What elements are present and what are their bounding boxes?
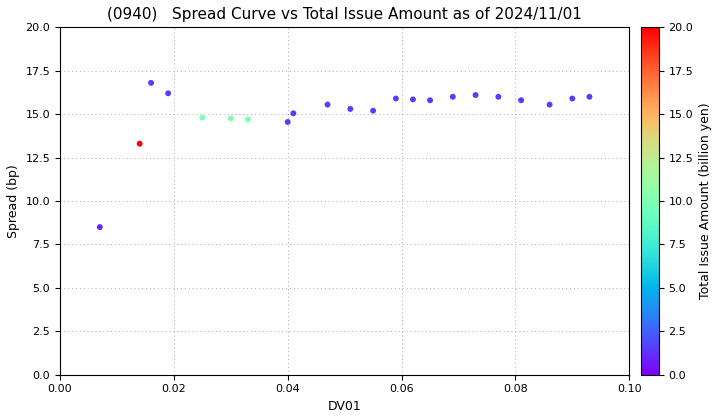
Point	[367, 108, 379, 114]
Y-axis label: Total Issue Amount (billion yen): Total Issue Amount (billion yen)	[699, 103, 712, 299]
Point	[145, 79, 157, 86]
X-axis label: DV01: DV01	[328, 400, 361, 413]
Point	[345, 105, 356, 112]
Point	[225, 115, 237, 122]
Point	[242, 116, 253, 123]
Point	[470, 92, 482, 98]
Point	[424, 97, 436, 104]
Point	[94, 224, 106, 231]
Point	[544, 101, 555, 108]
Point	[322, 101, 333, 108]
Point	[287, 110, 299, 117]
Point	[134, 140, 145, 147]
Point	[584, 93, 595, 100]
Point	[390, 95, 402, 102]
Point	[282, 118, 294, 125]
Y-axis label: Spread (bp): Spread (bp)	[7, 164, 20, 238]
Point	[492, 93, 504, 100]
Point	[197, 114, 208, 121]
Point	[567, 95, 578, 102]
Point	[408, 96, 419, 103]
Title: (0940)   Spread Curve vs Total Issue Amount as of 2024/11/01: (0940) Spread Curve vs Total Issue Amoun…	[107, 7, 582, 22]
Point	[163, 90, 174, 97]
Point	[447, 93, 459, 100]
Point	[516, 97, 527, 104]
